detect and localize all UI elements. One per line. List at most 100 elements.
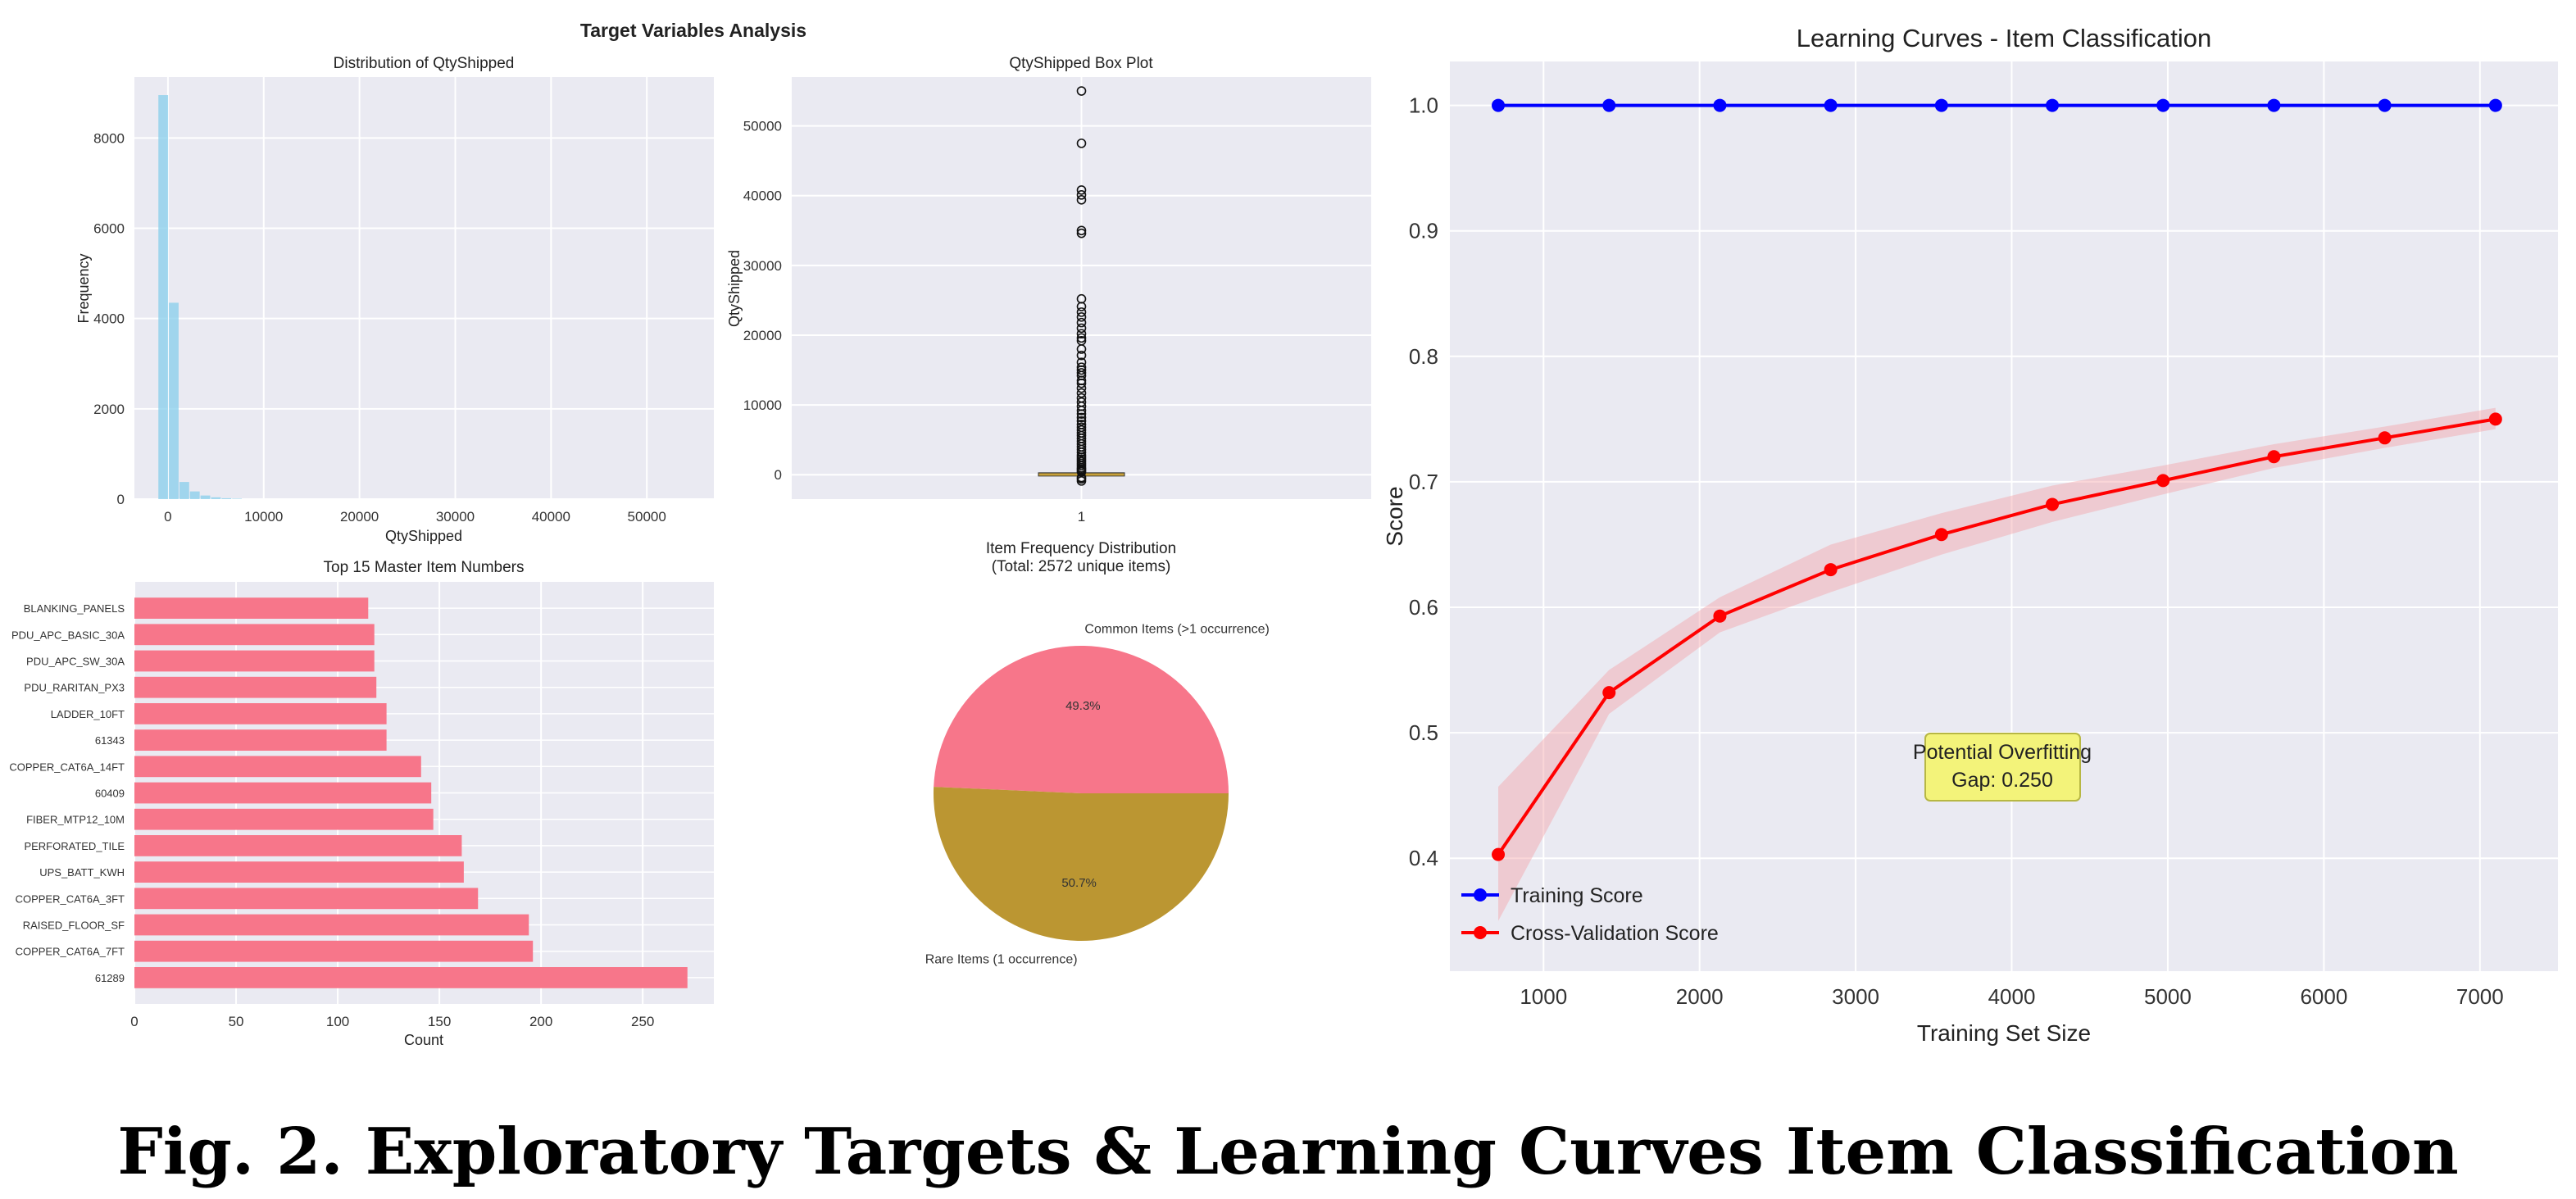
hist-xtick-label: 30000: [436, 509, 475, 525]
cv-score-line: [1497, 417, 2496, 856]
barh-bar: [134, 914, 529, 936]
lc-xtick-label: 6000: [2300, 984, 2347, 1009]
box-outlier: [1076, 447, 1087, 457]
barh-bar: [134, 624, 375, 646]
lc-xtick-label: 5000: [2144, 984, 2192, 1009]
lc-cv-band: [1498, 407, 2496, 921]
train-score-point: [1824, 98, 1838, 112]
learning-curve-panel: 1000 2000 3000 4000 5000 6000 7000 0.4 0.5 0.6 0.7…: [1382, 24, 2558, 1046]
box-ytick-label: 40000: [743, 188, 782, 204]
barh-category-label: 61289: [95, 972, 125, 984]
cv-score-point: [1602, 686, 1616, 700]
hist-bar: [169, 302, 179, 499]
hist-ticks: 0 10000 20000 30000 40000 50000 0 2000 4000 6000 8…: [93, 130, 666, 525]
barh-xtick-label: 250: [631, 1014, 654, 1029]
legend-train-marker: [1474, 888, 1487, 902]
box-outlier: [1076, 190, 1087, 200]
lc-ytick-label: 0.4: [1409, 846, 1438, 870]
lc-ytick-label: 0.7: [1409, 470, 1438, 494]
lc-lines: [1497, 103, 2496, 856]
barh-category-label: PERFORATED_TILE: [24, 840, 125, 852]
box-ytick-label: 20000: [743, 328, 782, 343]
barh-category-label: 60409: [95, 788, 125, 800]
pie-panel: Item Frequency Distribution (Total: 2572…: [925, 540, 1270, 967]
lc-xlabel: Training Set Size: [1917, 1020, 2091, 1046]
lc-ticks: 1000 2000 3000 4000 5000 6000 7000 0.4 0.5 0.6 0.7…: [1409, 93, 2504, 1009]
pie-title-line2: (Total: 2572 unique items): [992, 558, 1171, 575]
barh-bar: [134, 703, 387, 724]
box-outlier: [1076, 467, 1087, 477]
legend-train-label: Training Score: [1511, 884, 1643, 907]
lc-annotation: Potential Overfitting Gap: 0.250: [1913, 733, 2092, 802]
train-score-point: [2488, 98, 2502, 112]
barh-xtick-label: 0: [130, 1014, 138, 1029]
cv-score-point: [2156, 474, 2170, 488]
barh-bar: [134, 940, 534, 962]
hist-ytick-label: 2000: [93, 402, 125, 417]
box-outlier: [1076, 323, 1087, 334]
cv-score-point: [2046, 497, 2060, 511]
barh-bar: [134, 782, 432, 804]
box-outlier: [1076, 302, 1087, 311]
train-score-point: [1934, 98, 1948, 112]
barh-xtick-label: 50: [229, 1014, 244, 1029]
box-outlier: [1076, 344, 1087, 354]
hist-ytick-label: 6000: [93, 221, 125, 237]
top-items-panel: 0 50 100 150 200 250 61289 COPPER_CAT6A_7FT RAIS…: [9, 559, 714, 1048]
lc-xtick-label: 4000: [1988, 984, 2036, 1009]
barh-ticks: 0 50 100 150 200 250 61289 COPPER_CAT6A_7FT RAIS…: [9, 602, 654, 1029]
pie-pct-label: 50.7%: [1061, 876, 1097, 890]
hist-bar: [211, 497, 221, 499]
box-outlier: [1076, 195, 1087, 205]
train-score-point: [2378, 98, 2392, 112]
lc-title: Learning Curves - Item Classification: [1797, 24, 2212, 52]
hist-title: Distribution of QtyShipped: [334, 55, 515, 72]
barh-bar: [134, 861, 464, 883]
hist-ytick-label: 8000: [93, 130, 125, 146]
train-score-point: [2267, 98, 2281, 112]
box-title: QtyShipped Box Plot: [1009, 55, 1153, 72]
hist-bar: [232, 498, 243, 499]
barh-bar: [134, 597, 369, 619]
barh-bar: [134, 967, 688, 988]
hist-plot-bg: [134, 77, 714, 499]
pie-slice-label: Common Items (>1 occurrence): [1084, 622, 1269, 636]
cv-score-point: [1713, 609, 1727, 623]
hist-bar: [189, 491, 200, 499]
hist-xtick-label: 40000: [532, 509, 570, 525]
cv-score-point: [1824, 563, 1838, 577]
barh-xlabel: Count: [404, 1032, 443, 1048]
barh-category-label: RAISED_FLOOR_SF: [23, 920, 125, 932]
legend-cv-marker: [1474, 926, 1487, 939]
lc-xtick-label: 7000: [2456, 984, 2504, 1009]
cv-score-point: [1492, 847, 1506, 861]
hist-ylabel: Frequency: [75, 253, 92, 323]
cv-score-point: [1934, 528, 1948, 542]
train-score-point: [1492, 98, 1506, 112]
box-outlier: [1076, 333, 1087, 343]
pie-slice: [934, 787, 1229, 941]
hist-bars: [158, 95, 243, 499]
hist-bar: [200, 495, 211, 499]
pie-title-line1: Item Frequency Distribution: [986, 540, 1176, 557]
lc-ytick-label: 0.6: [1409, 595, 1438, 620]
box-ytick-label: 0: [775, 467, 782, 483]
barh-category-label: UPS_BATT_KWH: [39, 866, 125, 879]
barh-category-label: PDU_APC_BASIC_30A: [11, 629, 125, 641]
barh-category-label: COPPER_CAT6A_14FT: [9, 761, 125, 773]
hist-xtick-label: 50000: [628, 509, 666, 525]
hist-ytick-label: 0: [117, 492, 125, 507]
annotation-line1: Potential Overfitting: [1913, 741, 2092, 764]
barh-bar: [134, 808, 434, 830]
lc-ytick-label: 1.0: [1409, 93, 1438, 118]
box-outlier: [1076, 378, 1087, 388]
box-outlier: [1076, 185, 1087, 195]
lc-points: [1492, 98, 2502, 861]
lc-xtick-label: 1000: [1520, 984, 1567, 1009]
train-score-point: [2046, 98, 2060, 112]
box-outlier: [1076, 228, 1087, 238]
barh-bar: [134, 650, 375, 672]
box-outlier: [1076, 307, 1087, 317]
box-ylabel: QtyShipped: [726, 250, 743, 327]
cv-score-point: [2378, 431, 2392, 445]
